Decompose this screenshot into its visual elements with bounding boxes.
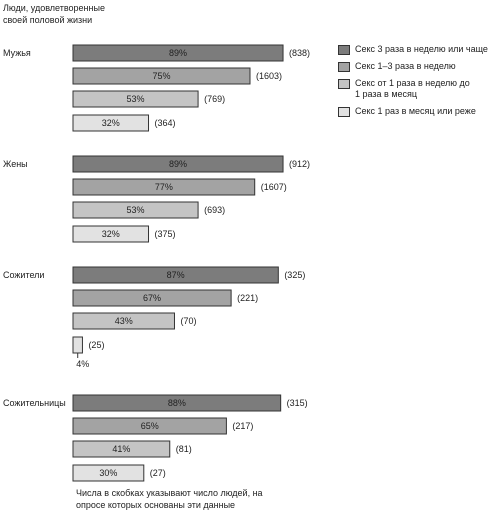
count-label: (315): [287, 398, 308, 408]
bar: [72, 155, 284, 173]
value-label: 77%: [155, 182, 173, 192]
value-label: 89%: [169, 48, 187, 58]
bar: [72, 336, 83, 354]
count-label: (1603): [256, 71, 282, 81]
group-label: Мужья: [3, 48, 31, 58]
legend-swatch: [338, 62, 350, 72]
legend-label: 1 раза в месяц: [355, 89, 418, 99]
count-label: (375): [155, 229, 176, 239]
bar: [72, 114, 150, 132]
bar: [72, 201, 199, 219]
count-label: (25): [88, 340, 104, 350]
bar: [72, 44, 284, 62]
bar: [72, 417, 227, 435]
group-label: Сожительницы: [3, 398, 66, 408]
legend-item: Секс 1–3 раза в неделю: [338, 61, 498, 72]
value-label: 41%: [112, 444, 130, 454]
legend-item: Секс от 1 раза в неделю до 1 раза в месяц: [338, 78, 498, 100]
legend-label: Секс 3 раза в неделю или чаще: [355, 44, 488, 54]
count-label: (27): [150, 468, 166, 478]
count-label: (1607): [261, 182, 287, 192]
value-label: 53%: [127, 94, 145, 104]
count-label: (325): [284, 270, 305, 280]
bar: [72, 289, 232, 307]
value-label: 89%: [169, 159, 187, 169]
bar: [72, 67, 251, 85]
legend-label: Секс от 1 раза в неделю до: [355, 78, 470, 88]
value-label: 32%: [102, 229, 120, 239]
bar: [72, 266, 279, 284]
bar: [72, 225, 150, 243]
count-label: (364): [155, 118, 176, 128]
bar: [72, 90, 199, 108]
footnote-line-1: Числа в скобках указывают число людей, н…: [76, 488, 263, 498]
value-label: 87%: [167, 270, 185, 280]
count-label: (769): [204, 94, 225, 104]
bar-chart: Мужья (838) 89% (1603) 75% (769) 53% (364) 32% Же…: [3, 44, 310, 482]
legend-swatch: [338, 45, 350, 55]
bar: [72, 312, 175, 330]
count-label: (70): [180, 316, 196, 326]
legend-swatch: [338, 107, 350, 117]
chart-title-line-2: своей половой жизни: [3, 15, 93, 25]
legend-item: Секс 3 раза в неделю или чаще: [338, 44, 498, 55]
bar: [72, 464, 145, 482]
value-label: 75%: [152, 71, 170, 81]
value-label: 32%: [102, 118, 120, 128]
bar: [72, 178, 256, 196]
legend-item: Секс 1 раз в месяц или реже: [338, 106, 498, 117]
value-label: 67%: [143, 293, 161, 303]
count-label: (693): [204, 205, 225, 215]
count-label: (221): [237, 293, 258, 303]
group-label: Жены: [3, 159, 28, 169]
chart-title: Люди, удовлетворенные своей половой жизн…: [3, 2, 105, 26]
bar: [72, 440, 171, 458]
count-label: (81): [176, 444, 192, 454]
count-label: (838): [289, 48, 310, 58]
chart-legend: Секс 3 раза в неделю или чаще Секс 1–3 ра…: [338, 44, 498, 123]
footnote-line-2: опросе которых основаны эти данные: [76, 500, 236, 510]
value-label: 4%: [76, 359, 89, 369]
value-label: 88%: [168, 398, 186, 408]
count-label: (912): [289, 159, 310, 169]
footnote: Числа в скобках указывают число людей, н…: [76, 487, 263, 511]
legend-label: Секс 1–3 раза в неделю: [355, 61, 456, 71]
legend-label: Секс 1 раз в месяц или реже: [355, 106, 476, 116]
count-label: (217): [232, 421, 253, 431]
value-label: 43%: [115, 316, 133, 326]
chart-title-line-1: Люди, удовлетворенные: [3, 3, 105, 13]
group-label: Сожители: [3, 270, 44, 280]
legend-swatch: [338, 79, 350, 89]
bar: [72, 394, 282, 412]
value-label: 30%: [99, 468, 117, 478]
value-label: 65%: [141, 421, 159, 431]
value-label: 53%: [127, 205, 145, 215]
